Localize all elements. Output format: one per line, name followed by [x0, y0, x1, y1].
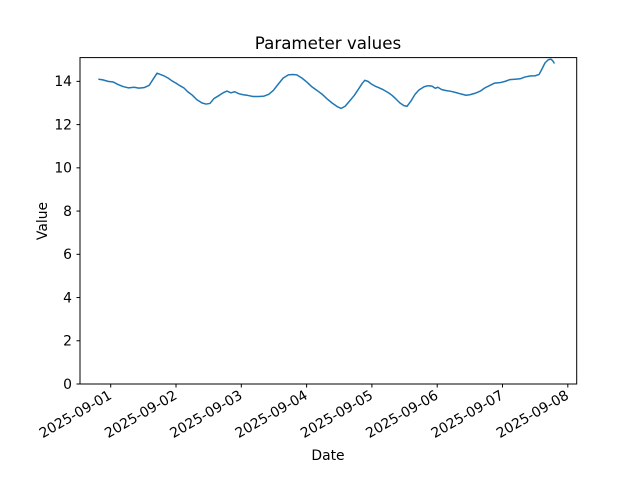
- x-tick-label: 2025-09-02: [102, 388, 180, 442]
- y-tick-label: 8: [63, 204, 72, 220]
- x-tick-label: 2025-09-03: [167, 388, 245, 442]
- x-axis-label: Date: [311, 448, 344, 464]
- y-tick-label: 4: [63, 290, 72, 306]
- y-tick-label: 14: [54, 74, 72, 90]
- chart-title: Parameter values: [255, 33, 401, 53]
- x-tick-label: 2025-09-06: [363, 388, 441, 442]
- x-tick-label: 2025-09-07: [429, 388, 507, 442]
- x-tick-label: 2025-09-01: [37, 388, 115, 442]
- plot-frame: [79, 57, 578, 385]
- data-line-parameter: [98, 58, 555, 110]
- y-tick-label: 2: [63, 334, 72, 350]
- y-tick-label: 12: [54, 117, 72, 133]
- y-tick-label: 6: [63, 247, 72, 263]
- x-tick-label: 2025-09-08: [494, 388, 572, 442]
- y-tick-label: 0: [63, 377, 72, 393]
- y-axis-label: Value: [35, 202, 51, 240]
- plot-area: 024681012142025-09-012025-09-022025-09-0…: [37, 57, 578, 442]
- y-tick-label: 10: [54, 161, 72, 177]
- x-tick-label: 2025-09-04: [233, 388, 311, 442]
- x-tick-label: 2025-09-05: [298, 388, 376, 442]
